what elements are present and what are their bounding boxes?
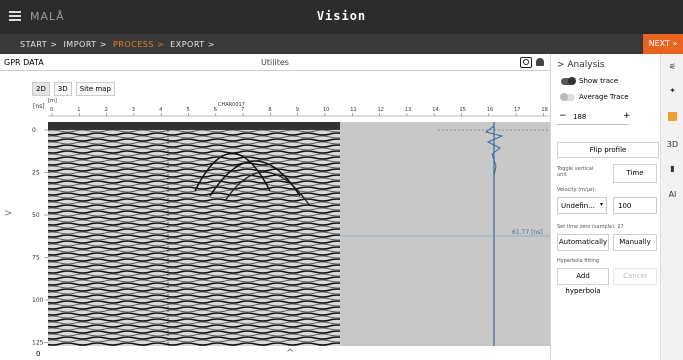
- breadcrumb-process[interactable]: PROCESS >: [112, 40, 165, 49]
- x-tick-label: 10: [323, 107, 329, 113]
- tab-2d[interactable]: 2D: [32, 82, 50, 96]
- breadcrumb-start[interactable]: START >: [20, 40, 58, 49]
- bottom-left-value: 0: [36, 350, 41, 358]
- x-tick-label: 5: [187, 107, 190, 113]
- tab-3d[interactable]: 3D: [53, 82, 72, 96]
- x-tick-label: 17: [514, 107, 520, 113]
- next-button[interactable]: NEXT »: [643, 34, 683, 54]
- velocity-select-value: Undefin...: [561, 202, 595, 210]
- breadcrumb-export[interactable]: EXPORT >: [170, 40, 215, 49]
- gpr-data-label: GPR DATA: [4, 58, 44, 67]
- automatically-button[interactable]: Automatically: [557, 234, 609, 251]
- m-unit-label: [m]: [48, 98, 57, 104]
- add-hyperbola-button[interactable]: Add hyperbola: [557, 268, 609, 295]
- increment-icon[interactable]: +: [623, 111, 631, 121]
- analysis-header[interactable]: > Analysis: [557, 60, 605, 70]
- rail-3d[interactable]: 3D: [666, 140, 679, 149]
- breadcrumb-import[interactable]: IMPORT >: [63, 40, 107, 49]
- x-tick-label: 3: [132, 107, 135, 113]
- flip-profile-button[interactable]: Flip profile: [557, 142, 659, 158]
- show-trace-label: Show trace: [579, 77, 619, 85]
- x-tick-label: 16: [487, 107, 493, 113]
- screenshot-icon[interactable]: [520, 57, 532, 68]
- x-tick-label: 14: [432, 107, 438, 113]
- y-tick-label: 0: [32, 127, 36, 134]
- x-tick-label: 8: [268, 107, 271, 113]
- average-trace-toggle[interactable]: [560, 93, 575, 101]
- y-tick-label: 125: [32, 340, 44, 347]
- checkbox-orange-icon[interactable]: [668, 112, 677, 121]
- x-tick-label: 4: [159, 107, 162, 113]
- expand-left-icon[interactable]: >: [4, 208, 13, 219]
- menu-icon[interactable]: [9, 9, 21, 21]
- analysis-panel: > Analysis Show trace Average Trace − 18…: [550, 54, 661, 360]
- y-tick-label: 25: [32, 170, 40, 177]
- view-tabs: 2D 3D Site map: [32, 82, 115, 96]
- velocity-label: Velocity (m/µs):: [557, 187, 597, 193]
- y-tick-label: 100: [32, 297, 44, 304]
- velocity-input[interactable]: 100: [613, 197, 657, 214]
- trace-stepper[interactable]: − 188 +: [557, 109, 631, 125]
- map-icon[interactable]: ▮: [670, 164, 675, 173]
- app-title: Vision: [316, 9, 367, 23]
- x-tick-label: 13: [405, 107, 411, 113]
- decrement-icon[interactable]: −: [559, 111, 567, 121]
- sliders-icon[interactable]: ⚟: [668, 62, 677, 71]
- velocity-value: 100: [618, 202, 632, 210]
- cancel-button: Cancel: [613, 268, 657, 285]
- app-logo: MALÅ: [30, 10, 65, 23]
- time-button[interactable]: Time: [613, 164, 657, 183]
- manually-button[interactable]: Manually: [613, 234, 657, 251]
- x-tick-label: 11: [350, 107, 356, 113]
- time-zero-label: Set time zero (sample): 27: [557, 224, 624, 230]
- velocity-select[interactable]: Undefin... ▾: [557, 197, 607, 214]
- chevron-down-icon: ▾: [599, 201, 603, 208]
- rail-ai[interactable]: AI: [668, 190, 677, 199]
- y-tick-label: 50: [32, 212, 40, 219]
- x-tick-label: 9: [296, 107, 299, 113]
- time-readout: 61.77 [ns]: [512, 229, 543, 236]
- pin-icon[interactable]: ✦: [669, 86, 676, 95]
- radargram-data: [48, 124, 340, 346]
- panel-title: Utilites: [261, 58, 289, 67]
- trace-value[interactable]: 188: [573, 113, 587, 121]
- tab-site-map[interactable]: Site map: [75, 82, 115, 96]
- toggle-vertical-unit-label: Toggle vertical unit: [557, 166, 594, 178]
- show-trace-toggle[interactable]: [561, 77, 576, 85]
- x-tick-label: 15: [460, 107, 466, 113]
- hyperbola-label: Hyperbola fitting: [557, 258, 600, 264]
- chevron-up-icon[interactable]: ^: [286, 348, 295, 359]
- right-rail: ⚟ ✦ 3D ▮ AI: [660, 54, 683, 360]
- hyperbola-3: [224, 171, 311, 207]
- file-name-label: CHAR0017: [218, 102, 245, 108]
- trace-waveform: [484, 125, 504, 177]
- bell-icon[interactable]: [536, 58, 544, 66]
- x-tick-label: 6: [214, 107, 217, 113]
- x-tick-label: 2: [105, 107, 108, 113]
- ns-unit-label: [ns]: [33, 103, 45, 110]
- bottom-bar: 0: [0, 348, 550, 360]
- x-tick-label: 18: [541, 107, 547, 113]
- x-tick-label: 12: [378, 107, 384, 113]
- title-bar: MALÅ Vision: [0, 0, 683, 34]
- panel-header: GPR DATA Utilites: [0, 54, 550, 71]
- x-tick-label: 0: [50, 107, 53, 113]
- breadcrumb: START > IMPORT > PROCESS > EXPORT > NEXT…: [0, 34, 683, 54]
- x-tick-label: 1: [77, 107, 80, 113]
- hyperbola-1: [194, 152, 271, 192]
- average-trace-label: Average Trace: [579, 93, 629, 101]
- y-tick-label: 75: [32, 255, 40, 262]
- radargram-plot[interactable]: [ns] [m] CHAR0017 0 1 2 3 4 5 6 7 8 9 10 11 12 13 14 15…: [0, 96, 550, 348]
- x-tick-label: 7: [241, 107, 244, 113]
